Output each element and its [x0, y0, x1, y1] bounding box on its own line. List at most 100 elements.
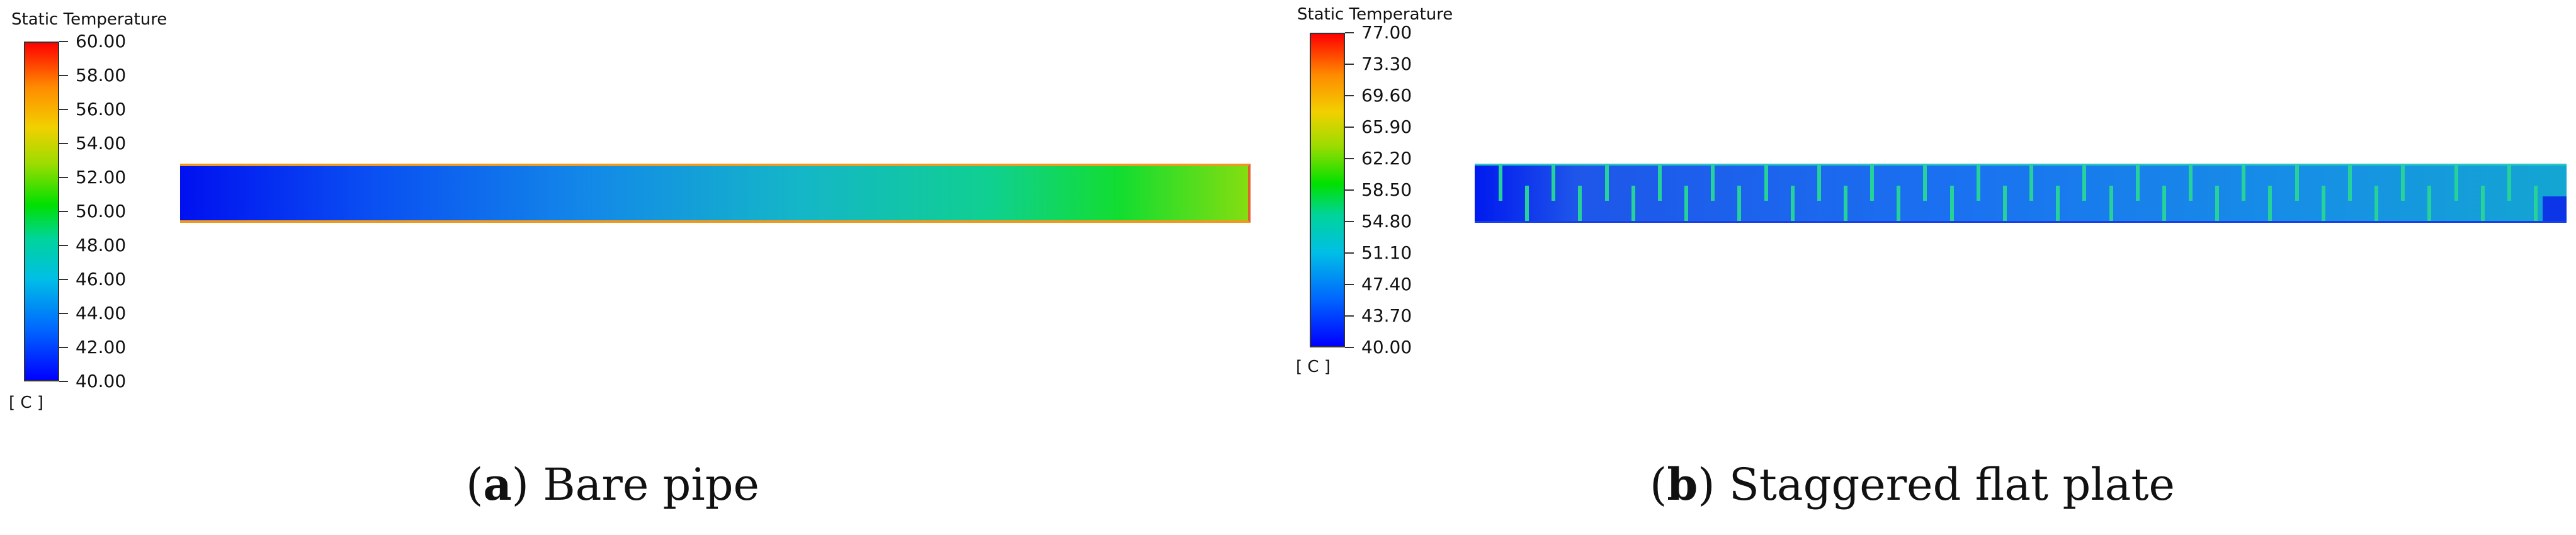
colorbar-tick: [1345, 284, 1354, 285]
colorbar-tick-label: 54.80: [1361, 211, 1412, 232]
colorbar-tick: [59, 245, 68, 246]
colorbar-tick-label: 62.20: [1361, 148, 1412, 169]
colorbar-tick: [59, 313, 68, 314]
colorbar-tick: [1345, 32, 1354, 33]
caption-a: (a) Bare pipe: [466, 458, 759, 510]
flat-plate-fin: [2189, 166, 2193, 201]
flat-plate-fin: [2427, 186, 2432, 221]
colorbar-tick-label: 73.30: [1361, 54, 1412, 74]
colorbar-tick-label: 58.00: [76, 65, 127, 86]
colorbar-b: [1310, 33, 1345, 347]
colorbar-tick: [1345, 127, 1354, 128]
flat-plate-fin: [2056, 186, 2060, 221]
colorbar-tick: [59, 143, 68, 144]
flat-plate-fin: [2480, 186, 2485, 221]
colorbar-tick: [1345, 158, 1354, 159]
legend-title-b: Static Temperature: [1297, 5, 1453, 24]
flat-plate-fin: [2375, 186, 2379, 221]
flat-plate-fin: [1949, 186, 1954, 221]
flat-plate-fin: [1897, 186, 1901, 221]
colorbar-tick-label: 51.10: [1361, 242, 1412, 263]
flat-plate-fin: [2109, 186, 2113, 221]
colorbar-tick: [59, 211, 68, 212]
colorbar-tick: [59, 109, 68, 110]
flat-plate-fin: [2215, 186, 2220, 221]
flat-plate-fin: [2295, 166, 2299, 201]
flat-plate-fin: [1604, 166, 1609, 201]
pipe-b-outlet-region: [2543, 196, 2567, 221]
colorbar-tick-label: 42.00: [76, 337, 127, 358]
colorbar-tick-label: 44.00: [76, 303, 127, 324]
colorbar-tick: [59, 347, 68, 348]
colorbar-tick-label: 40.00: [1361, 337, 1412, 358]
flat-plate-fin: [1764, 166, 1768, 201]
flat-plate-fin: [2002, 186, 2007, 221]
flat-plate-fin: [2507, 166, 2511, 201]
flat-plate-fin: [1790, 186, 1795, 221]
colorbar-tick-label: 50.00: [76, 201, 127, 222]
colorbar-tick-label: 48.00: [76, 235, 127, 256]
colorbar-tick: [59, 75, 68, 76]
caption-a-letter: a: [483, 458, 512, 510]
colorbar-tick: [1345, 252, 1354, 254]
colorbar-tick: [59, 381, 68, 382]
colorbar-tick-label: 77.00: [1361, 22, 1412, 43]
flat-plate-fin: [1711, 166, 1715, 201]
flat-plate-fin: [2082, 166, 2087, 201]
flat-plate-fin: [2401, 166, 2405, 201]
flat-plate-fin: [1631, 186, 1635, 221]
flat-plate-fin: [1976, 166, 1980, 201]
caption-b: (b) Staggered flat plate: [1650, 458, 2175, 510]
colorbar-tick-label: 46.00: [76, 269, 127, 290]
flat-plate-fin: [2347, 166, 2352, 201]
colorbar-tick-label: 47.40: [1361, 274, 1412, 295]
flat-plate-fin: [1552, 166, 1556, 201]
unit-label-b: [ C ]: [1296, 358, 1331, 376]
colorbar-tick: [59, 41, 68, 42]
flat-plate-fin: [1844, 186, 1847, 221]
flat-plate-fin: [1684, 186, 1689, 221]
colorbar-tick: [1345, 64, 1354, 65]
flat-plate-fin: [2135, 166, 2140, 201]
flat-plate-fin: [1578, 186, 1582, 221]
caption-b-letter: b: [1667, 458, 1698, 510]
flat-plate-fin: [1499, 166, 1502, 201]
colorbar-tick: [59, 177, 68, 178]
caption-b-text: ) Staggered flat plate: [1698, 459, 2175, 510]
colorbar-tick-label: 58.50: [1361, 179, 1412, 200]
colorbar-tick-label: 54.00: [76, 133, 127, 154]
legend-title-a: Static Temperature: [11, 10, 167, 29]
flat-plate-fin: [1525, 186, 1529, 221]
colorbar-tick-label: 52.00: [76, 167, 127, 188]
colorbar-tick-label: 69.60: [1361, 85, 1412, 106]
pipe-b-inlet-region: [1475, 166, 1575, 221]
flat-plate-fin: [2534, 186, 2538, 221]
caption-a-text: ) Bare pipe: [511, 459, 759, 510]
bare-pipe-contour: [180, 164, 1251, 223]
colorbar-tick: [1345, 95, 1354, 96]
flat-plate-fin: [1923, 166, 1927, 201]
colorbar-tick-label: 60.00: [76, 31, 127, 52]
flat-plate-fin: [2242, 166, 2246, 201]
colorbar-tick: [1345, 189, 1354, 191]
colorbar-tick-label: 65.90: [1361, 116, 1412, 137]
colorbar-tick-label: 43.70: [1361, 305, 1412, 326]
colorbar-tick: [1345, 221, 1354, 222]
flat-plate-fin: [2162, 186, 2166, 221]
colorbar-tick: [1345, 347, 1354, 348]
flat-plate-fin: [1737, 186, 1742, 221]
flat-plate-fin: [2029, 166, 2034, 201]
staggered-plate-pipe-contour: [1475, 164, 2567, 223]
flat-plate-fin: [1817, 166, 1821, 201]
flat-plate-fin: [2321, 186, 2325, 221]
flat-plate-fin: [2454, 166, 2458, 201]
colorbar-tick-label: 40.00: [76, 371, 127, 391]
colorbar-tick: [1345, 315, 1354, 317]
flat-plate-fin: [1657, 166, 1662, 201]
colorbar-tick: [59, 279, 68, 280]
flat-plate-fin: [2268, 186, 2272, 221]
colorbar-a: [24, 42, 59, 381]
colorbar-tick-label: 56.00: [76, 99, 127, 120]
unit-label-a: [ C ]: [9, 393, 43, 412]
flat-plate-fin: [1870, 166, 1875, 201]
